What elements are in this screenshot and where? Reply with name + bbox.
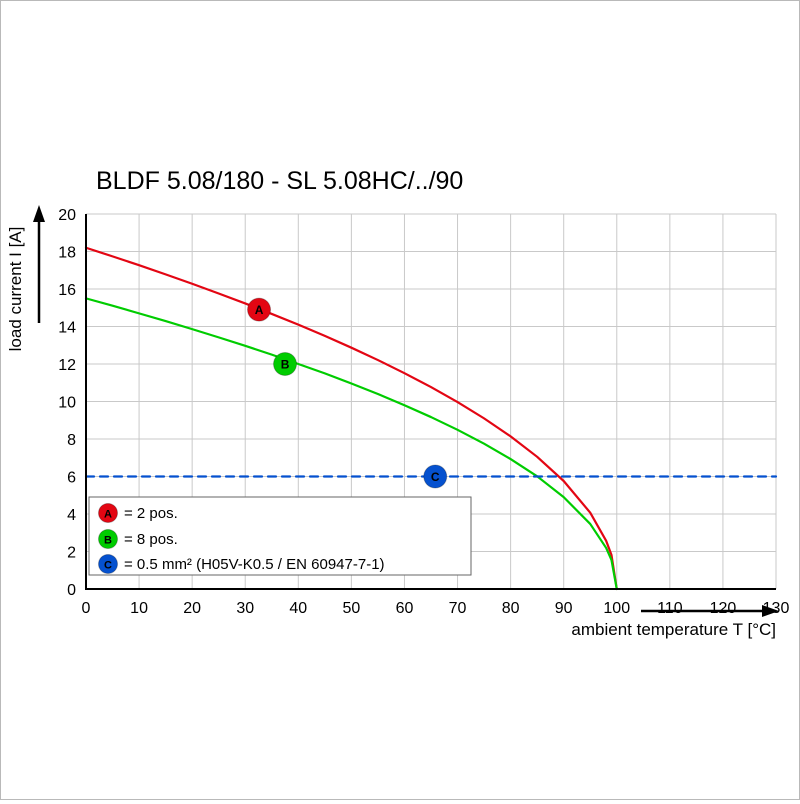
legend-item-a: A = 2 pos. [98, 503, 178, 523]
y-tick-label: 10 [58, 395, 76, 412]
y-tick-label: 4 [67, 507, 76, 524]
curve-marker-a-letter: A [255, 303, 264, 317]
x-axis-label: ambient temperature T [°C] [571, 620, 776, 639]
x-tick-label: 80 [502, 600, 520, 617]
x-tick-label: 70 [449, 600, 467, 617]
legend-item-c: C = 0.5 mm² (H05V-K0.5 / EN 60947-7-1) [98, 554, 385, 574]
x-axis-arrow-icon [641, 605, 779, 617]
legend-marker-b-letter: B [104, 535, 112, 547]
y-tick-label: 0 [67, 582, 76, 599]
legend-label-c: = 0.5 mm² (H05V-K0.5 / EN 60947-7-1) [124, 556, 385, 573]
x-tick-label: 20 [183, 600, 201, 617]
x-tick-label: 110 [657, 600, 683, 617]
legend-marker-c-letter: C [104, 560, 112, 572]
legend-box [88, 496, 472, 576]
legend-marker-c-icon [98, 554, 118, 574]
legend-label-b: = 8 pos. [124, 531, 178, 548]
y-axis-label: load current I [A] [6, 227, 25, 352]
curve-marker-c-letter: C [431, 470, 440, 484]
y-tick-label: 6 [67, 470, 76, 487]
y-tick-label: 16 [58, 282, 76, 299]
y-tick-label: 12 [58, 357, 76, 374]
y-tick-label: 14 [58, 320, 76, 337]
y-tick-label: 20 [58, 207, 76, 224]
series-2-pos- [84, 246, 618, 591]
x-tick-label: 60 [396, 600, 414, 617]
series-8-pos- [84, 297, 618, 591]
curve-marker-b-icon [273, 352, 298, 376]
curve-marker-c-icon [423, 464, 448, 489]
legend-label-a: = 2 pos. [124, 505, 178, 522]
x-tick-label: 120 [710, 600, 737, 617]
chart-title: BLDF 5.08/180 - SL 5.08HC/../90 [96, 167, 463, 195]
x-tick-label: 50 [342, 600, 360, 617]
x-tick-label: 0 [82, 600, 91, 617]
y-tick-label: 2 [67, 545, 76, 562]
legend-marker-a-letter: A [104, 509, 112, 521]
curve-marker-b-letter: B [281, 358, 290, 372]
y-tick-label: 18 [58, 245, 76, 262]
x-tick-label: 40 [289, 600, 307, 617]
legend-marker-b-icon [98, 529, 118, 549]
legend-marker-a-icon [98, 503, 118, 523]
legend-item-b: B = 8 pos. [98, 529, 178, 549]
x-tick-label: 10 [130, 600, 148, 617]
x-tick-label: 30 [236, 600, 254, 617]
x-tick-label: 100 [603, 600, 630, 617]
legend: A = 2 pos. B = 8 pos. C = 0.5 mm² (H05V-… [88, 496, 472, 576]
curve-marker-a-icon [247, 297, 272, 322]
y-tick-label: 8 [67, 432, 76, 449]
y-axis-arrow-icon [33, 205, 45, 323]
x-tick-label: 90 [555, 600, 573, 617]
curve-markers: A B C [247, 297, 448, 489]
tick-labels: 0 10 20 30 40 50 60 70 80 90 100 110 120 130024681012… [58, 207, 789, 617]
